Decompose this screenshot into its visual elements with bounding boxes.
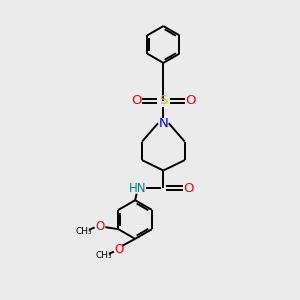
Text: O: O: [183, 182, 194, 195]
Text: O: O: [114, 243, 123, 256]
Text: CH₃: CH₃: [76, 227, 92, 236]
Text: CH₃: CH₃: [96, 251, 112, 260]
Text: HN: HN: [129, 182, 147, 195]
Text: O: O: [95, 220, 105, 233]
Text: O: O: [131, 94, 142, 107]
Text: S: S: [159, 94, 168, 107]
Text: N: N: [158, 117, 168, 130]
Text: O: O: [185, 94, 195, 107]
